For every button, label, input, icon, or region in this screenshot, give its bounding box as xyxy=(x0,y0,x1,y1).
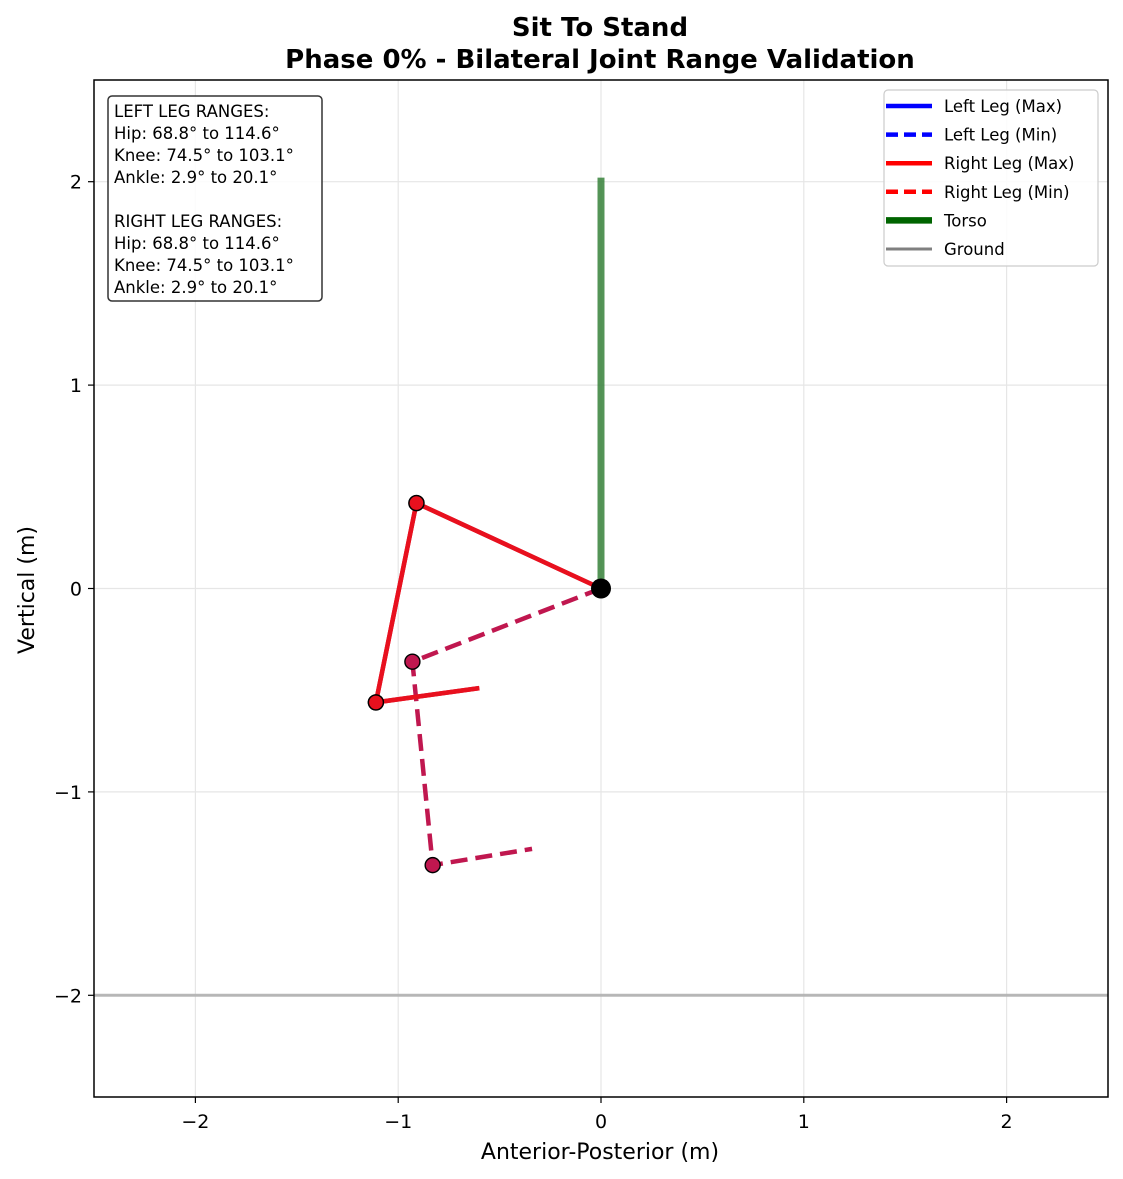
info-line: RIGHT LEG RANGES: xyxy=(114,212,282,231)
legend-label-left-leg-min: Left Leg (Min) xyxy=(944,126,1057,145)
joint-marker-left-leg-min xyxy=(424,856,441,874)
chart-title: Sit To Stand xyxy=(512,13,688,43)
y-tick-label: −1 xyxy=(54,782,82,804)
legend: Left Leg (Max) Left Leg (Min) Right Leg (M… xyxy=(883,89,1099,267)
info-line: Ankle: 2.9° to 20.1° xyxy=(114,168,277,187)
series-right-leg-max xyxy=(373,499,602,706)
x-tick-label: 0 xyxy=(595,1111,607,1133)
x-tick-label: −1 xyxy=(384,1111,412,1133)
y-tick-label: 0 xyxy=(70,579,82,601)
info-line: Hip: 68.8° to 114.6° xyxy=(114,234,280,253)
info-line: Knee: 74.5° to 103.1° xyxy=(114,256,294,275)
x-tick-label: 2 xyxy=(1001,1111,1013,1133)
info-box-frame xyxy=(107,95,323,302)
legend-label-right-leg-min: Right Leg (Min) xyxy=(944,183,1070,202)
x-axis-label: Anterior-Posterior (m) xyxy=(481,1140,719,1165)
info-line: Ankle: 2.9° to 20.1° xyxy=(114,278,277,297)
y-tick-label: 2 xyxy=(70,172,82,194)
legend-label-ground: Ground xyxy=(944,240,1005,259)
chart-subtitle: Phase 0% - Bilateral Joint Range Validat… xyxy=(285,45,915,75)
joint-marker-right-leg-max xyxy=(367,694,385,711)
legend-label-left-leg-max: Left Leg (Max) xyxy=(944,97,1062,116)
axis-ticks: −2 −1 0 1 2 −2 −1 0 1 2 xyxy=(54,172,1013,1133)
y-axis-label: Vertical (m) xyxy=(15,526,40,654)
hip-joint-marker xyxy=(591,578,611,599)
info-line: LEFT LEG RANGES: xyxy=(114,102,269,121)
joint-marker-right-leg-max xyxy=(408,494,425,512)
series-left-leg-min xyxy=(409,586,602,868)
joint-markers xyxy=(367,494,611,874)
legend-label-torso: Torso xyxy=(943,211,987,230)
info-box-lines: LEFT LEG RANGES: Hip: 68.8° to 114.6° Knee… xyxy=(114,102,294,297)
joint-marker-left-leg-min xyxy=(404,653,421,670)
legend-frame xyxy=(883,89,1099,267)
y-tick-label: 1 xyxy=(70,375,82,397)
info-line: Knee: 74.5° to 103.1° xyxy=(114,146,294,165)
x-tick-label: −2 xyxy=(181,1111,209,1133)
legend-label-right-leg-max: Right Leg (Max) xyxy=(944,154,1074,173)
series-layer xyxy=(94,177,1108,997)
info-line: Hip: 68.8° to 114.6° xyxy=(114,124,280,143)
legend-items: Left Leg (Max) Left Leg (Min) Right Leg (M… xyxy=(886,97,1074,259)
x-tick-label: 1 xyxy=(798,1111,810,1133)
joint-range-info-box: LEFT LEG RANGES: Hip: 68.8° to 114.6° Knee… xyxy=(107,95,323,302)
y-tick-label: −2 xyxy=(54,985,82,1007)
